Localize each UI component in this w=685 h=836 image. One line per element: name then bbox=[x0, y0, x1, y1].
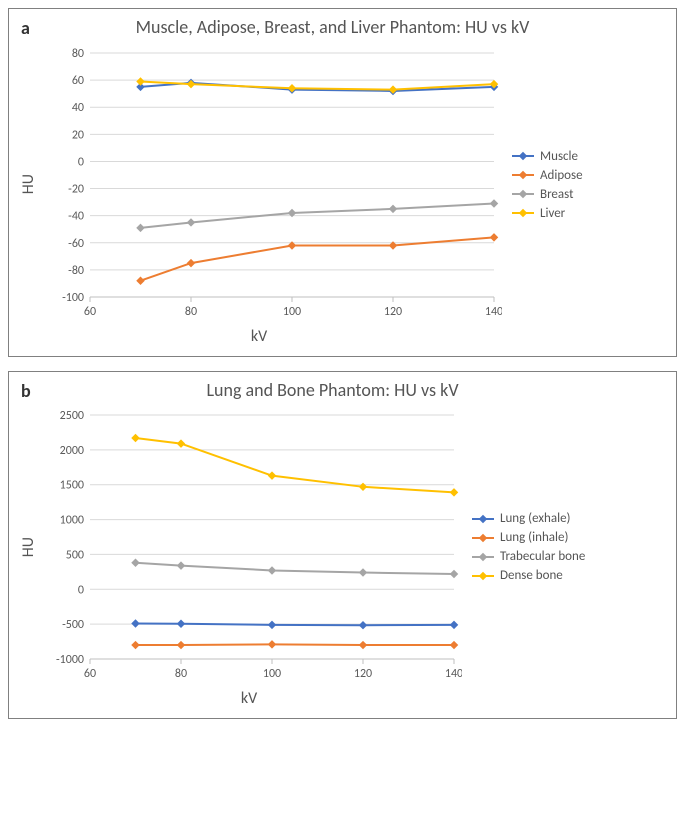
legend-swatch-marker bbox=[479, 571, 487, 579]
svg-text:0: 0 bbox=[78, 583, 84, 597]
svg-text:60: 60 bbox=[72, 74, 84, 88]
legend-swatch-line bbox=[472, 556, 494, 558]
svg-text:-40: -40 bbox=[68, 209, 84, 223]
chart-a-plot: -100 -80 -60 -40 -20 0 20 40 60 80 60 80 100 120 140 bbox=[42, 45, 502, 325]
panel-b: b Lung and Bone Phantom: HU vs kV HU -10… bbox=[8, 371, 677, 720]
chart-b-legend: Lung (exhale) Lung (inhale) Trabecular bon… bbox=[462, 507, 666, 587]
svg-text:140: 140 bbox=[445, 667, 462, 681]
svg-text:2500: 2500 bbox=[60, 409, 84, 423]
svg-text:-80: -80 bbox=[68, 263, 84, 277]
legend-swatch-line bbox=[472, 537, 494, 539]
svg-text:-500: -500 bbox=[62, 618, 84, 632]
panel-letter-b: b bbox=[21, 380, 31, 402]
svg-text:40: 40 bbox=[72, 101, 84, 115]
legend-label: Dense bone bbox=[500, 568, 563, 583]
legend-swatch-marker bbox=[479, 552, 487, 560]
svg-text:80: 80 bbox=[175, 667, 187, 681]
svg-text:60: 60 bbox=[84, 305, 96, 319]
legend-item: Lung (exhale) bbox=[472, 511, 666, 526]
svg-text:-100: -100 bbox=[62, 291, 84, 305]
legend-item: Liver bbox=[512, 206, 666, 221]
legend-swatch-line bbox=[512, 212, 534, 214]
legend-swatch-line bbox=[472, 575, 494, 577]
chart-a-ylabel: HU bbox=[19, 174, 38, 194]
legend-swatch-line bbox=[512, 155, 534, 157]
legend-label: Liver bbox=[540, 206, 565, 221]
legend-item: Dense bone bbox=[472, 568, 666, 583]
svg-text:500: 500 bbox=[66, 549, 84, 563]
svg-text:120: 120 bbox=[354, 667, 372, 681]
svg-text:20: 20 bbox=[72, 128, 84, 142]
legend-swatch-marker bbox=[519, 190, 527, 198]
svg-text:60: 60 bbox=[84, 667, 96, 681]
svg-text:100: 100 bbox=[283, 305, 301, 319]
legend-item: Muscle bbox=[512, 149, 666, 164]
chart-a-title: Muscle, Adipose, Breast, and Liver Phant… bbox=[59, 17, 606, 39]
legend-label: Adipose bbox=[540, 168, 583, 183]
legend-label: Trabecular bone bbox=[500, 549, 585, 564]
svg-text:1500: 1500 bbox=[60, 479, 84, 493]
svg-text:2000: 2000 bbox=[60, 444, 84, 458]
legend-swatch-line bbox=[512, 174, 534, 176]
legend-label: Lung (inhale) bbox=[500, 530, 568, 545]
chart-b-plot: -1000 -500 0 500 1000 1500 2000 2500 60 80 100 120 1… bbox=[42, 407, 462, 687]
legend-item: Lung (inhale) bbox=[472, 530, 666, 545]
legend-swatch-marker bbox=[479, 533, 487, 541]
legend-swatch-marker bbox=[519, 171, 527, 179]
legend-item: Trabecular bone bbox=[472, 549, 666, 564]
chart-a-row: HU -100 -80 -60 -40 -20 0 20 40 60 80 60 80 100 120 14… bbox=[19, 45, 666, 325]
legend-swatch-marker bbox=[519, 209, 527, 217]
legend-item: Adipose bbox=[512, 168, 666, 183]
legend-swatch-line bbox=[512, 193, 534, 195]
chart-a-xlabel: kV bbox=[39, 327, 479, 346]
svg-text:100: 100 bbox=[263, 667, 281, 681]
chart-b-title: Lung and Bone Phantom: HU vs kV bbox=[59, 380, 606, 402]
svg-text:-20: -20 bbox=[68, 182, 84, 196]
chart-a-legend: Muscle Adipose Breast Liver bbox=[502, 145, 666, 225]
svg-text:1000: 1000 bbox=[60, 514, 84, 528]
svg-text:140: 140 bbox=[485, 305, 502, 319]
svg-text:80: 80 bbox=[185, 305, 197, 319]
chart-b-ylabel: HU bbox=[19, 537, 38, 557]
legend-swatch-marker bbox=[479, 514, 487, 522]
panel-letter-a: a bbox=[21, 17, 30, 39]
panel-a: a Muscle, Adipose, Breast, and Liver Pha… bbox=[8, 8, 677, 357]
svg-text:-1000: -1000 bbox=[56, 653, 84, 667]
svg-text:0: 0 bbox=[78, 155, 84, 169]
legend-swatch-line bbox=[472, 518, 494, 520]
svg-text:80: 80 bbox=[72, 47, 84, 61]
chart-b-row: HU -1000 -500 0 500 1000 1500 2000 2500 60 80 100 1… bbox=[19, 407, 666, 687]
chart-b-xlabel: kV bbox=[39, 689, 459, 708]
legend-label: Breast bbox=[540, 187, 573, 202]
legend-label: Muscle bbox=[540, 149, 578, 164]
svg-text:-60: -60 bbox=[68, 236, 84, 250]
legend-item: Breast bbox=[512, 187, 666, 202]
legend-swatch-marker bbox=[519, 152, 527, 160]
legend-label: Lung (exhale) bbox=[500, 511, 570, 526]
svg-text:120: 120 bbox=[384, 305, 402, 319]
